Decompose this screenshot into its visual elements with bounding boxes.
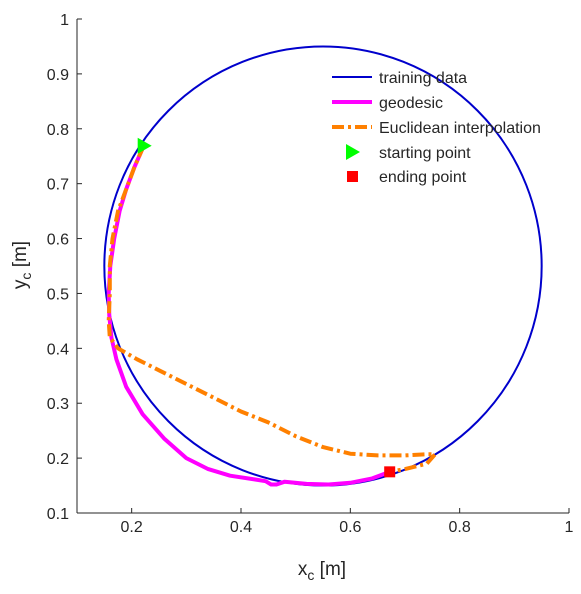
legend-marker-ending-point bbox=[347, 171, 358, 182]
plot-content bbox=[103, 45, 543, 487]
y-tick-label: 0.8 bbox=[47, 122, 69, 139]
x-axis-label-main: x bbox=[298, 559, 308, 580]
x-tick-label: 0.6 bbox=[339, 519, 361, 536]
legend-label-ending-point: ending point bbox=[379, 169, 467, 186]
y-axis-label-unit: [m] bbox=[10, 241, 31, 273]
x-tick-label: 0.2 bbox=[121, 519, 143, 536]
y-tick-label: 0.4 bbox=[47, 341, 69, 358]
legend-marker-starting-point bbox=[346, 144, 360, 160]
series-training-data bbox=[103, 45, 543, 487]
y-tick-label: 0.2 bbox=[47, 451, 69, 468]
legend-label-training-data: training data bbox=[379, 70, 467, 87]
y-tick-label: 0.6 bbox=[47, 232, 69, 249]
series-euclidean-interpolation bbox=[106, 145, 438, 474]
series-starting-point bbox=[137, 137, 152, 154]
y-tick-label: 0.3 bbox=[47, 396, 69, 413]
y-axis-label-main: y bbox=[10, 279, 31, 289]
series-ending-point bbox=[384, 466, 396, 478]
legend-label-geodesic: geodesic bbox=[379, 95, 443, 112]
tick-labels: 0.2 0.4 0.6 0.8 1 0.1 0.2 0.3 0.4 0.5 0.6 0.7 0.8 0.9… bbox=[47, 12, 574, 536]
x-axis-label: xc [m] bbox=[298, 559, 346, 583]
y-tick-label: 0.5 bbox=[47, 286, 69, 303]
axes bbox=[76, 18, 570, 514]
legend-label-euclidean-interpolation: Euclidean interpolation bbox=[379, 120, 541, 137]
y-tick-label: 0.9 bbox=[47, 67, 69, 84]
x-tick-label: 0.8 bbox=[449, 519, 471, 536]
y-tick-label: 1 bbox=[60, 12, 69, 29]
y-axis-label: yc [m] bbox=[10, 241, 34, 289]
legend-label-starting-point: starting point bbox=[379, 145, 471, 162]
x-axis-label-unit: [m] bbox=[314, 559, 346, 580]
x-axis-label-sub: c bbox=[307, 567, 314, 583]
y-axis-label-sub: c bbox=[18, 273, 34, 280]
legend: training data geodesic Euclidean interpo… bbox=[332, 70, 541, 186]
x-tick-label: 1 bbox=[565, 519, 574, 536]
y-tick-label: 0.7 bbox=[47, 177, 69, 194]
x-tick-label: 0.4 bbox=[230, 519, 252, 536]
series-geodesic bbox=[106, 145, 391, 487]
y-tick-label: 0.1 bbox=[47, 506, 69, 523]
